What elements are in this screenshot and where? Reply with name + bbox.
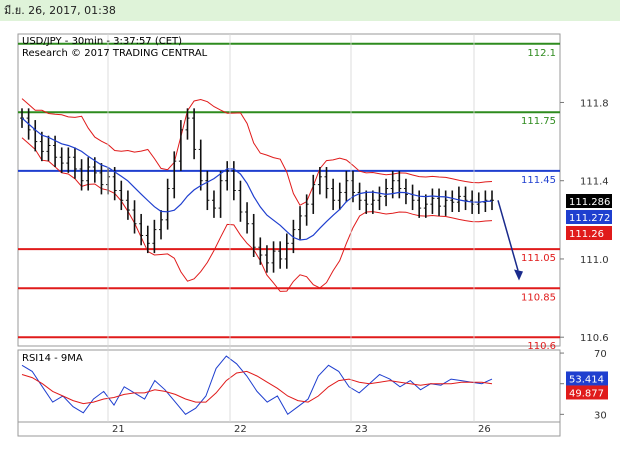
rsi-tag-box <box>566 385 608 400</box>
x-tick-label: 26 <box>478 424 491 435</box>
rsi-series-line <box>21 355 493 416</box>
bollinger-lower-line <box>21 137 493 292</box>
price-tick-label: 111.4 <box>580 177 609 188</box>
price-tag-label: 111.272 <box>569 213 610 224</box>
price-tick-label: 110.6 <box>580 333 609 344</box>
ma-line <box>21 117 493 241</box>
forecast-arrow-head <box>514 269 523 281</box>
forecast-arrow <box>497 200 523 281</box>
rsi-tag-label: 53.414 <box>569 374 604 385</box>
rsi-chart-frame <box>17 349 561 423</box>
level-label: 110.85 <box>521 292 556 303</box>
main-chart-frame <box>17 33 561 347</box>
level-label: 110.6 <box>527 341 556 352</box>
rsi-series-line <box>21 370 493 405</box>
level-label: 112.1 <box>527 48 556 59</box>
chart-title: USD/JPY - 30min - 3:37:57 (CET) <box>22 36 182 47</box>
rsi-tag-label: 49.877 <box>569 388 604 399</box>
rsi-title: RSI14 - 9MA <box>22 353 83 364</box>
price-tick-label: 111.8 <box>580 98 609 109</box>
price-tag-label: 111.286 <box>569 197 610 208</box>
level-label: 111.05 <box>521 253 556 264</box>
x-tick-label: 21 <box>112 424 125 435</box>
moving-average-line <box>21 117 493 241</box>
level-label: 111.75 <box>521 116 556 127</box>
bollinger-bands <box>21 98 493 292</box>
rsi-tick-label: 30 <box>594 410 607 421</box>
rsi-tag-box <box>566 371 608 386</box>
chart-subtitle: Research © 2017 TRADING CENTRAL <box>22 48 208 59</box>
price-tags: 111.286 111.272 111.26 <box>566 194 612 241</box>
price-tick-label: 111.0 <box>580 255 609 266</box>
rsi-tick-label: 70 <box>594 349 607 360</box>
x-axis-strip <box>17 421 561 437</box>
price-tag-box <box>566 194 612 209</box>
level-label: 111.45 <box>521 175 556 186</box>
forecast-arrow-shaft <box>497 200 519 271</box>
price-tag-box <box>566 210 612 225</box>
x-tick-label: 23 <box>355 424 368 435</box>
timestamp-bar: มี.ย. 26, 2017, 01:38 <box>0 0 620 21</box>
price-tag-label: 111.26 <box>569 229 604 240</box>
rsi-lines <box>21 355 493 416</box>
timestamp-text: มี.ย. 26, 2017, 01:38 <box>4 4 116 17</box>
bollinger-upper-line <box>21 98 493 206</box>
x-tick-label: 22 <box>234 424 247 435</box>
time-axis: 21 22 23 26 <box>107 34 491 435</box>
price-axis: 110.6 111.0 111.4 111.8 <box>560 98 609 344</box>
price-tag-box <box>566 226 612 241</box>
